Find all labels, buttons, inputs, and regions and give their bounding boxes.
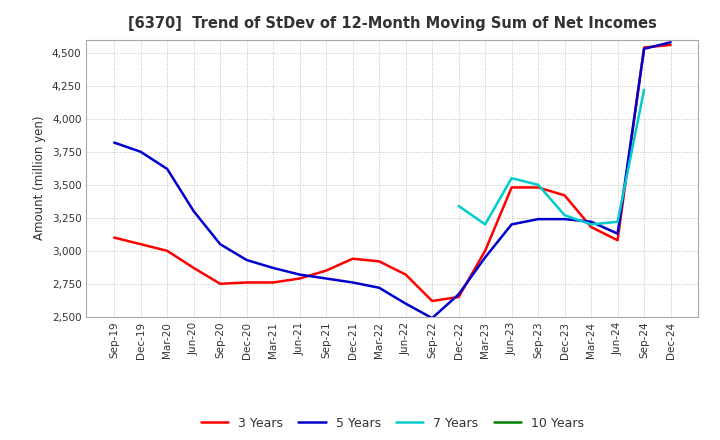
3 Years	[481, 248, 490, 253]
Title: [6370]  Trend of StDev of 12-Month Moving Sum of Net Incomes: [6370] Trend of StDev of 12-Month Moving…	[128, 16, 657, 32]
3 Years	[189, 265, 198, 271]
3 Years	[401, 272, 410, 277]
3 Years	[587, 224, 595, 230]
7 Years	[481, 222, 490, 227]
5 Years	[216, 242, 225, 247]
3 Years	[269, 280, 277, 285]
7 Years	[560, 213, 569, 218]
3 Years	[136, 242, 145, 247]
3 Years	[428, 298, 436, 304]
5 Years	[375, 285, 384, 290]
Legend: 3 Years, 5 Years, 7 Years, 10 Years: 3 Years, 5 Years, 7 Years, 10 Years	[196, 412, 589, 435]
3 Years	[110, 235, 119, 240]
7 Years	[640, 87, 649, 92]
5 Years	[428, 315, 436, 321]
3 Years	[375, 259, 384, 264]
5 Years	[295, 272, 304, 277]
3 Years	[508, 185, 516, 190]
Line: 5 Years: 5 Years	[114, 42, 670, 318]
5 Years	[163, 166, 171, 172]
3 Years	[560, 193, 569, 198]
Y-axis label: Amount (million yen): Amount (million yen)	[33, 116, 46, 240]
Line: 7 Years: 7 Years	[459, 90, 644, 224]
5 Years	[666, 40, 675, 45]
7 Years	[534, 182, 542, 187]
7 Years	[454, 203, 463, 209]
3 Years	[216, 281, 225, 286]
3 Years	[613, 238, 622, 243]
5 Years	[401, 301, 410, 306]
3 Years	[163, 248, 171, 253]
Line: 3 Years: 3 Years	[114, 45, 670, 301]
7 Years	[587, 222, 595, 227]
3 Years	[348, 256, 357, 261]
5 Years	[508, 222, 516, 227]
3 Years	[243, 280, 251, 285]
3 Years	[534, 185, 542, 190]
5 Years	[136, 149, 145, 154]
3 Years	[295, 276, 304, 281]
5 Years	[613, 231, 622, 236]
5 Years	[189, 209, 198, 214]
5 Years	[560, 216, 569, 222]
3 Years	[322, 268, 330, 273]
3 Years	[454, 294, 463, 300]
5 Years	[243, 257, 251, 263]
3 Years	[666, 42, 675, 48]
5 Years	[481, 255, 490, 260]
5 Years	[640, 46, 649, 51]
5 Years	[454, 292, 463, 297]
5 Years	[534, 216, 542, 222]
7 Years	[613, 219, 622, 224]
5 Years	[587, 219, 595, 224]
3 Years	[640, 45, 649, 50]
5 Years	[322, 276, 330, 281]
5 Years	[110, 140, 119, 145]
5 Years	[348, 280, 357, 285]
5 Years	[269, 265, 277, 271]
7 Years	[508, 176, 516, 181]
